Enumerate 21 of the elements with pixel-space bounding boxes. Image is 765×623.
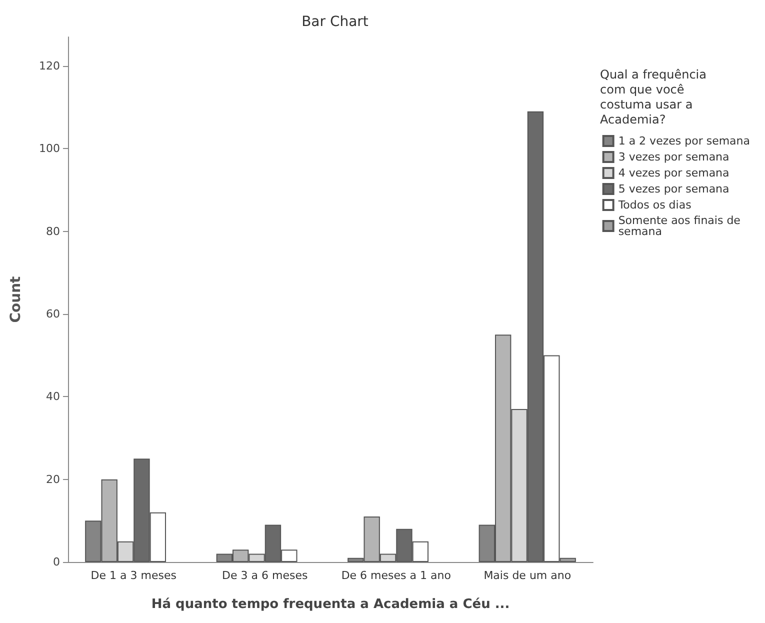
legend-label: 4 vezes por semana [618,166,730,180]
legend-label: Somente aos finais de semana [618,214,744,238]
y-tick-label: 0 [53,556,60,568]
legend-label: Todos os dias [617,198,692,212]
y-tick-label: 120 [39,59,60,72]
y-tick-label: 40 [46,390,60,404]
x-tick-label: De 3 a 6 meses [222,569,308,582]
y-tick-label: 20 [46,472,60,486]
y-tick-label: 100 [39,142,60,156]
x-tick-label: Mais de um ano [484,569,572,582]
legend-label: 5 vezes por semana [618,182,730,196]
chart-title: Bar Chart [302,14,369,30]
legend-label: 3 vezes por semana [618,150,730,164]
legend-title: Qual a frequência com que você costuma usar a Academia? [600,68,710,126]
legend-label: 1 a 2 vezes por semana [618,134,750,148]
y-tick-label: 60 [46,307,60,320]
x-tick-label: De 6 meses a 1 ano [341,569,452,582]
y-axis-title: Count [8,276,24,323]
x-axis-title: Há quanto tempo frequenta a Academia a Céu ... [151,597,510,612]
x-tick-label: De 1 a 3 meses [90,569,177,582]
y-tick-label: 80 [46,224,60,238]
